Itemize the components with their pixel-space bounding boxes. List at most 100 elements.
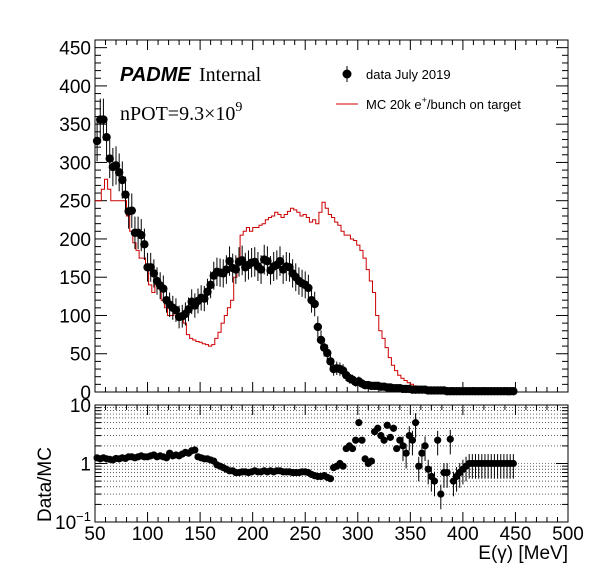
- ratio-point: [383, 421, 391, 429]
- ratio-y-tick-label: 10−1: [55, 509, 91, 534]
- data-point: [140, 240, 149, 249]
- ratio-point: [389, 424, 398, 432]
- main-y-tick-label: 100: [59, 306, 91, 327]
- ratio-point: [367, 457, 376, 465]
- data-point: [200, 294, 209, 303]
- legend: data July 2019 MC 20k e+/bunch on target: [336, 66, 521, 112]
- ratio-point: [396, 436, 404, 444]
- data-point: [231, 265, 241, 274]
- legend-data-label: data July 2019: [366, 67, 451, 82]
- data-point: [137, 230, 146, 240]
- main-y-tick-label: 150: [59, 268, 91, 289]
- data-point: [127, 206, 136, 215]
- ratio-point: [437, 490, 445, 498]
- ratio-y-axis-title: Data/MC: [35, 447, 56, 522]
- ratio-point: [509, 459, 517, 468]
- data-point: [316, 335, 326, 345]
- data-point: [222, 265, 231, 274]
- main-y-tick-labels: 0 50 100 150 200 250 300 350 400 450: [59, 39, 91, 404]
- data-point: [304, 283, 313, 293]
- ratio-point: [352, 436, 360, 444]
- ratio-point: [326, 475, 335, 483]
- data-point: [102, 132, 111, 142]
- data-point: [92, 136, 102, 146]
- data-point: [237, 256, 247, 265]
- ratio-point: [424, 465, 432, 473]
- main-y-tick-label: 350: [59, 115, 91, 136]
- x-tick-label: 200: [237, 524, 269, 545]
- data-point: [310, 299, 319, 309]
- data-point: [114, 168, 124, 177]
- ratio-point: [408, 436, 417, 444]
- ratio-ticks: [94, 404, 569, 522]
- x-tick-label: 500: [552, 524, 584, 545]
- ratio-y-tick-label: 10: [70, 396, 91, 417]
- main-y-tick-label: 400: [59, 77, 91, 98]
- legend-mc-label: MC 20k e+/bunch on target: [366, 95, 521, 112]
- ratio-point: [430, 477, 439, 485]
- data-point: [149, 269, 159, 278]
- data-point: [121, 190, 130, 199]
- ratio-point: [191, 446, 199, 454]
- ratio-point: [386, 433, 394, 441]
- data-point: [171, 305, 181, 315]
- data-point: [118, 175, 127, 185]
- main-y-tick-label: 50: [70, 345, 91, 366]
- internal-label: Internal: [199, 64, 262, 86]
- x-tick-label: 450: [500, 524, 532, 545]
- x-tick-label: 400: [447, 524, 479, 545]
- ratio-point: [446, 435, 454, 443]
- ratio-y-tick-label: 1: [80, 455, 91, 476]
- main-y-tick-label: 0: [80, 383, 91, 404]
- ratio-point: [393, 444, 401, 453]
- main-y-tick-label: 300: [59, 153, 91, 174]
- data-point: [99, 115, 108, 124]
- ratio-point: [358, 436, 366, 444]
- ratio-point: [374, 424, 382, 432]
- ratio-point: [380, 436, 388, 444]
- data-point: [203, 287, 212, 296]
- x-tick-label: 300: [342, 524, 374, 545]
- data-point: [263, 256, 272, 266]
- data-points-main: [92, 98, 518, 396]
- x-tick-label: 150: [184, 524, 216, 545]
- x-tick-label: 350: [394, 524, 426, 545]
- ratio-point: [418, 449, 426, 457]
- data-point: [184, 305, 193, 314]
- data-point: [323, 348, 332, 358]
- data-points-ratio: [93, 413, 517, 510]
- ratio-point: [339, 462, 347, 470]
- data-point: [256, 265, 266, 274]
- main-y-tick-label: 450: [59, 39, 91, 60]
- data-point: [326, 357, 335, 366]
- data-point: [206, 280, 215, 290]
- x-tick-label: 100: [132, 524, 164, 545]
- data-point: [509, 387, 518, 396]
- data-point: [105, 154, 114, 163]
- ratio-point: [434, 436, 442, 444]
- npot-label: nPOT=9.3×109: [120, 100, 242, 125]
- ratio-point: [443, 468, 451, 477]
- ratio-point: [415, 462, 423, 470]
- x-tick-label: 50: [84, 524, 105, 545]
- ratio-point: [355, 419, 363, 427]
- data-point: [225, 256, 234, 266]
- data-point: [313, 322, 323, 332]
- ratio-grid: [95, 407, 568, 505]
- x-tick-label: 250: [289, 524, 321, 545]
- data-point: [111, 161, 121, 170]
- ratio-y-tick-labels: 10−1 1 10: [55, 396, 91, 534]
- ratio-point: [399, 442, 407, 450]
- data-point: [159, 284, 168, 293]
- x-tick-labels: 50 100 150 200 250 300 350 400 450 500: [84, 524, 583, 545]
- ratio-point: [411, 419, 420, 427]
- ratio-point: [348, 444, 357, 453]
- data-point: [275, 256, 285, 266]
- main-y-tick-label: 250: [59, 192, 91, 213]
- ratio-point: [421, 442, 429, 450]
- x-axis-title: E(γ) [MeV]: [478, 543, 568, 564]
- main-y-tick-label: 200: [59, 230, 91, 251]
- padme-brand: PADME: [120, 64, 191, 86]
